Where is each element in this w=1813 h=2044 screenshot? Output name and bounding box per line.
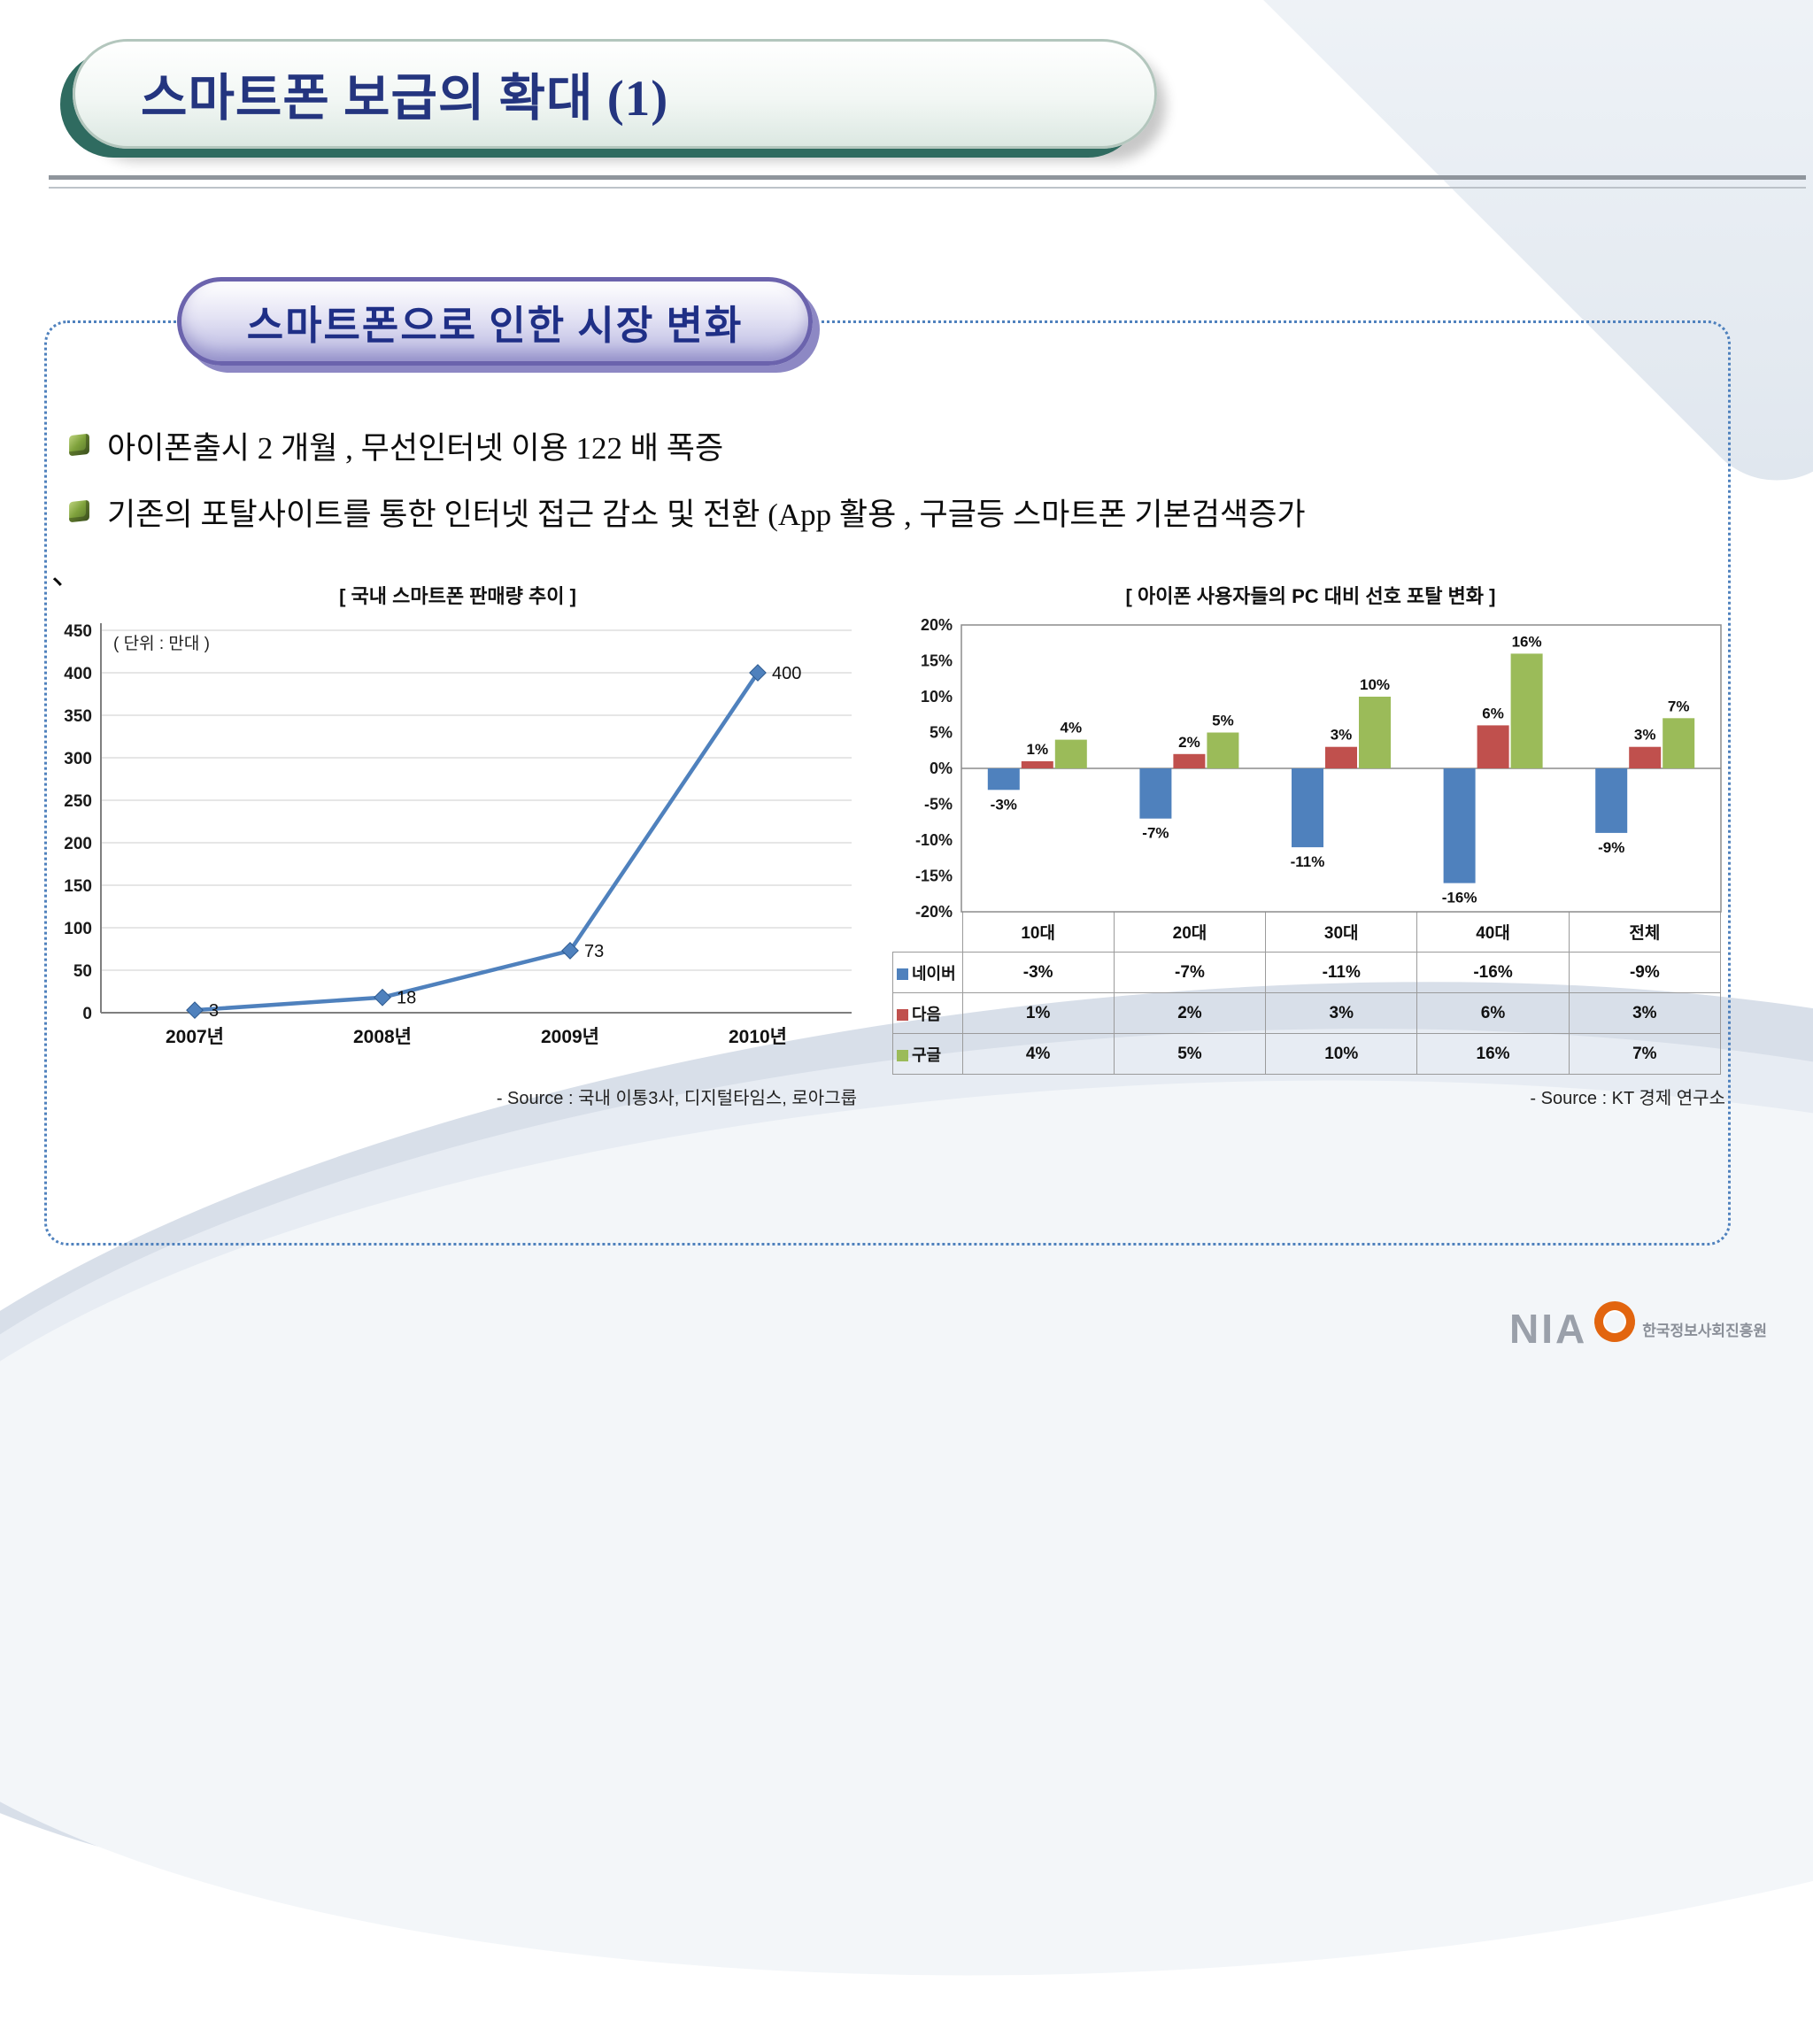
- svg-text:400: 400: [772, 664, 801, 683]
- bar-chart-table: 10대 20대 30대 40대 전체 네이버 -3% -7% -11% -16% -9% 다음 1% 2%…: [892, 910, 1722, 1075]
- svg-text:7%: 7%: [1668, 698, 1690, 714]
- bullet-item: 아이폰출시 2 개월 , 무선인터넷 이용 122 배 폭증: [69, 423, 1716, 468]
- svg-text:2007년: 2007년: [166, 1027, 224, 1047]
- nia-ring-icon: [1590, 1296, 1640, 1347]
- bar-chart-svg: -20% -15% -10% -5% 0% 5% 10% 15% 20% -3% -7% -11% -1…: [915, 616, 1722, 921]
- bullet-item: 기존의 포탈사이트를 통한 인터넷 접근 감소 및 전환 (App 활용 , 구…: [69, 490, 1716, 535]
- svg-text:2008년: 2008년: [353, 1027, 412, 1047]
- bullet-text: 기존의 포탈사이트를 통한 인터넷 접근 감소 및 전환 (App 활용 , 구…: [107, 498, 1306, 532]
- section-subtitle: 스마트폰으로 인한 시장 변화: [246, 303, 744, 348]
- svg-text:73: 73: [584, 942, 604, 961]
- nia-org-name: 한국정보사회진흥원: [1642, 1322, 1767, 1339]
- cube-bullet-icon: [69, 499, 89, 523]
- svg-text:10%: 10%: [1360, 676, 1390, 693]
- stray-character: 、: [51, 557, 83, 591]
- line-chart-title: [ 국내 스마트폰 판매량 추이 ]: [339, 585, 576, 607]
- svg-text:3%: 3%: [1331, 727, 1353, 744]
- svg-text:-3%: -3%: [991, 796, 1017, 813]
- svg-text:-16%: -16%: [1442, 890, 1477, 906]
- page-title: 스마트폰 보급의 확대 (1): [141, 71, 669, 127]
- nia-logo: NIA 한국정보사회진흥원: [1509, 1296, 1767, 1353]
- svg-text:5%: 5%: [930, 724, 953, 742]
- svg-text:200: 200: [64, 835, 92, 853]
- svg-text:250: 250: [64, 792, 92, 811]
- title-capsule: 스마트폰 보급의 확대 (1): [73, 39, 1157, 149]
- svg-text:-15%: -15%: [915, 868, 953, 885]
- bar-chart-title: [ 아이폰 사용자들의 PC 대비 선호 포탈 변화 ]: [1125, 585, 1496, 607]
- svg-text:150: 150: [64, 877, 92, 896]
- svg-text:2010년: 2010년: [729, 1027, 787, 1047]
- bar-chart-source: - Source : KT 경제 연구소: [1530, 1089, 1725, 1108]
- svg-text:350: 350: [64, 707, 92, 726]
- svg-text:-20%: -20%: [915, 903, 953, 921]
- bullet-list: 아이폰출시 2 개월 , 무선인터넷 이용 122 배 폭증 기존의 포탈사이트…: [69, 423, 1716, 556]
- svg-text:20%: 20%: [921, 616, 953, 634]
- svg-text:300: 300: [64, 750, 92, 768]
- svg-text:100: 100: [64, 920, 92, 938]
- line-chart-svg: 0 50 100 150 200 250 300 350 400 450 3 2007년 18 2008년…: [64, 622, 852, 1047]
- svg-text:-11%: -11%: [1291, 853, 1325, 870]
- title-divider-thin: [49, 187, 1806, 189]
- content-box: [44, 320, 1731, 1246]
- svg-text:18: 18: [397, 989, 416, 1008]
- nia-logo-text: NIA: [1509, 1306, 1588, 1352]
- bullet-text: 아이폰출시 2 개월 , 무선인터넷 이용 122 배 폭증: [107, 431, 724, 466]
- svg-text:-9%: -9%: [1598, 839, 1624, 856]
- svg-text:-10%: -10%: [915, 831, 953, 849]
- svg-text:1%: 1%: [1027, 741, 1049, 758]
- line-chart-source: - Source : 국내 이통3사, 디지털타임스, 로아그룹: [496, 1089, 857, 1108]
- bar-chart: [ 아이폰 사용자들의 PC 대비 선호 포탈 변화 ] -20% -15% -10…: [892, 581, 1729, 1116]
- svg-text:-7%: -7%: [1142, 825, 1169, 842]
- svg-text:3%: 3%: [1634, 727, 1656, 744]
- line-chart-unit-label: ( 단위 : 만대 ): [113, 635, 210, 653]
- svg-text:16%: 16%: [1512, 633, 1542, 650]
- cube-bullet-icon: [69, 433, 89, 457]
- svg-text:10%: 10%: [921, 688, 953, 706]
- svg-text:3: 3: [209, 1001, 219, 1021]
- subtitle-capsule: 스마트폰으로 인한 시장 변화: [177, 277, 813, 366]
- svg-text:-5%: -5%: [924, 796, 953, 814]
- svg-text:2009년: 2009년: [541, 1027, 599, 1047]
- title-divider-thick: [49, 175, 1806, 180]
- svg-text:450: 450: [64, 622, 92, 641]
- line-chart: [ 국내 스마트폰 판매량 추이 ] ( 단위 : 만대 ) 0 50 100 150…: [55, 581, 860, 1116]
- svg-text:50: 50: [73, 962, 92, 981]
- svg-text:4%: 4%: [1061, 720, 1083, 737]
- svg-text:2%: 2%: [1178, 734, 1200, 751]
- svg-text:0%: 0%: [930, 760, 953, 777]
- svg-text:6%: 6%: [1482, 705, 1504, 721]
- svg-text:5%: 5%: [1212, 713, 1234, 729]
- svg-text:400: 400: [64, 665, 92, 683]
- svg-text:0: 0: [82, 1005, 92, 1023]
- svg-text:15%: 15%: [921, 652, 953, 670]
